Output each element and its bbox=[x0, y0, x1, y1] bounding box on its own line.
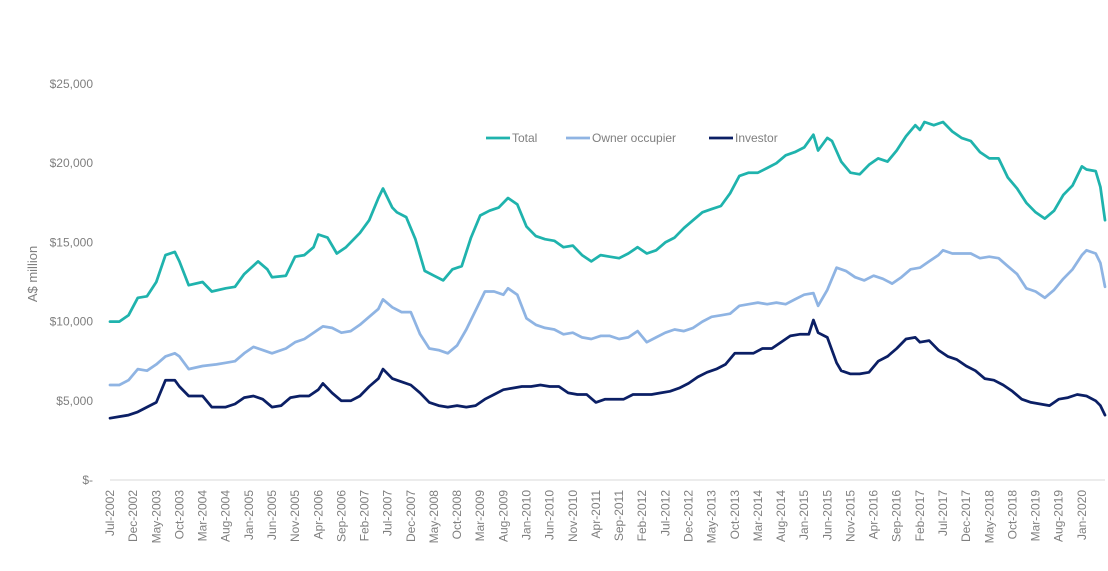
x-tick-label: Dec-2007 bbox=[404, 490, 418, 542]
x-tick-label: May-2018 bbox=[982, 490, 996, 544]
legend: Total Owner occupier Investor bbox=[486, 131, 778, 145]
x-tick-label: Jun-2015 bbox=[820, 490, 834, 540]
series-line-owner-occupier bbox=[108, 248, 1107, 387]
series-line-total bbox=[108, 120, 1107, 323]
y-tick-label: $10,000 bbox=[50, 315, 94, 329]
y-tick-label: $15,000 bbox=[50, 235, 94, 249]
y-axis-title: A$ million bbox=[25, 246, 40, 302]
x-tick-label: Oct-2008 bbox=[450, 490, 464, 540]
x-tick-label: Feb-2017 bbox=[913, 490, 927, 542]
x-tick-label: Mar-2009 bbox=[473, 490, 487, 542]
legend-label: Total bbox=[512, 131, 537, 145]
x-tick-label: Sep-2016 bbox=[890, 490, 904, 542]
x-tick-label: Dec-2002 bbox=[126, 490, 140, 542]
x-tick-label: Oct-2013 bbox=[728, 490, 742, 540]
x-tick-label: Sep-2011 bbox=[612, 490, 626, 541]
legend-label: Owner occupier bbox=[592, 131, 676, 145]
x-tick-label: Jul-2002 bbox=[103, 490, 117, 536]
x-tick-label: Nov-2005 bbox=[288, 490, 302, 542]
legend-label: Investor bbox=[735, 131, 778, 145]
x-tick-label: May-2008 bbox=[427, 490, 441, 544]
x-tick-label: Feb-2012 bbox=[635, 490, 649, 542]
x-tick-label: Nov-2015 bbox=[843, 490, 857, 542]
x-tick-label: Aug-2004 bbox=[219, 490, 233, 542]
x-tick-label: Apr-2011 bbox=[589, 490, 603, 539]
x-tick-label: Jul-2012 bbox=[658, 490, 672, 536]
x-tick-label: Oct-2018 bbox=[1005, 490, 1019, 540]
y-axis-ticks: $- $5,000 $10,000 $15,000 $20,000 $25,000 bbox=[50, 77, 94, 487]
x-tick-label: May-2003 bbox=[149, 490, 163, 544]
x-tick-label: Jun-2005 bbox=[265, 490, 279, 540]
y-tick-label: $20,000 bbox=[50, 156, 94, 170]
series-line-investor bbox=[108, 318, 1107, 420]
x-tick-label: Feb-2007 bbox=[358, 490, 372, 542]
y-tick-label: $- bbox=[82, 473, 93, 487]
x-tick-label: Apr-2016 bbox=[867, 490, 881, 540]
x-tick-label: Jul-2017 bbox=[936, 490, 950, 536]
x-tick-label: Jun-2010 bbox=[543, 490, 557, 540]
x-tick-label: Mar-2019 bbox=[1029, 490, 1043, 542]
x-tick-label: Mar-2004 bbox=[196, 490, 210, 542]
x-tick-label: Sep-2006 bbox=[334, 490, 348, 542]
x-axis-ticks: Jul-2002 Dec-2002 May-2003 Oct-2003 Mar-2004… bbox=[103, 490, 1089, 544]
x-tick-label: Jul-2007 bbox=[381, 490, 395, 536]
x-tick-label: Mar-2014 bbox=[751, 490, 765, 542]
x-tick-label: Jan-2020 bbox=[1075, 490, 1089, 540]
x-tick-label: Dec-2012 bbox=[681, 490, 695, 542]
series-lines bbox=[108, 120, 1107, 420]
x-tick-label: May-2013 bbox=[705, 490, 719, 544]
y-tick-label: $25,000 bbox=[50, 77, 94, 91]
x-tick-label: Jan-2015 bbox=[797, 490, 811, 540]
x-tick-label: Aug-2009 bbox=[496, 490, 510, 542]
x-tick-label: Aug-2014 bbox=[774, 490, 788, 542]
x-tick-label: Oct-2003 bbox=[172, 490, 186, 540]
x-tick-label: Jan-2010 bbox=[520, 490, 534, 540]
x-tick-label: Aug-2019 bbox=[1052, 490, 1066, 542]
x-tick-label: Nov-2010 bbox=[566, 490, 580, 542]
x-tick-label: Dec-2017 bbox=[959, 490, 973, 542]
x-tick-label: Apr-2006 bbox=[311, 490, 325, 540]
x-tick-label: Jan-2005 bbox=[242, 490, 256, 540]
y-tick-label: $5,000 bbox=[56, 394, 93, 408]
